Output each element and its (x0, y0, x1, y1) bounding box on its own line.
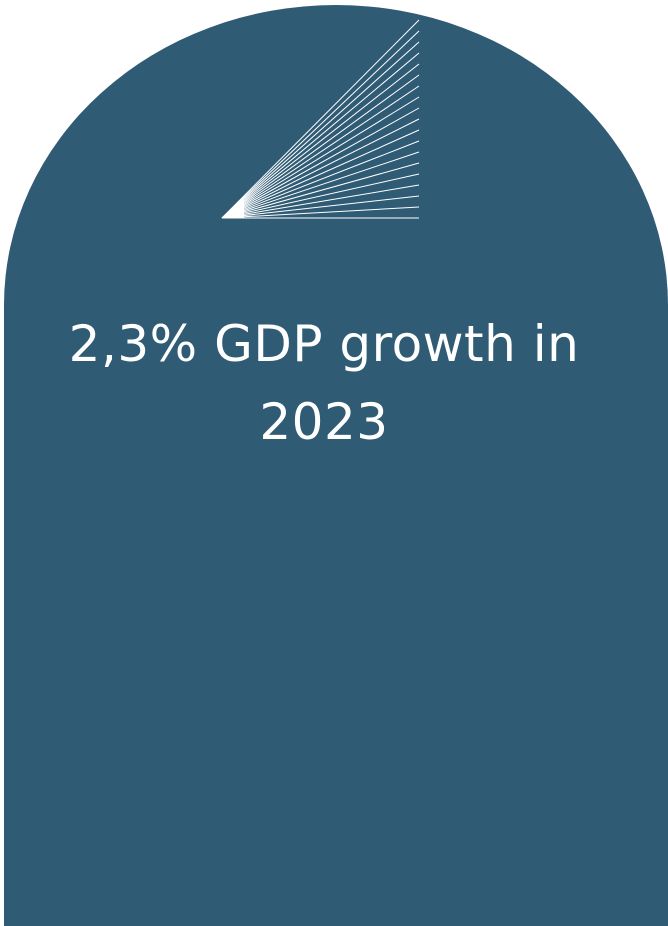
ray-line (221, 206, 420, 219)
ray-line (221, 41, 420, 219)
ray-line (221, 63, 420, 219)
ray-line (221, 74, 420, 219)
ray-apex (222, 200, 244, 218)
ray-line (221, 85, 420, 219)
ray-line (221, 19, 420, 219)
ray-line (221, 151, 420, 219)
arch-card: 2,3% GDP growth in 2023 (4, 5, 668, 926)
ray-line (221, 52, 420, 219)
ray-line (221, 184, 420, 219)
ray-line (221, 173, 420, 219)
ray-line (221, 118, 420, 219)
ray-line (221, 96, 420, 219)
ray-line (221, 195, 420, 219)
ray-line (221, 140, 420, 219)
ray-line (221, 162, 420, 219)
headline: 2,3% GDP growth in 2023 (68, 315, 580, 451)
fan-of-lines-icon (221, 19, 420, 219)
ray-line (221, 30, 420, 219)
ray-line (221, 129, 420, 219)
ray-line (221, 107, 420, 219)
